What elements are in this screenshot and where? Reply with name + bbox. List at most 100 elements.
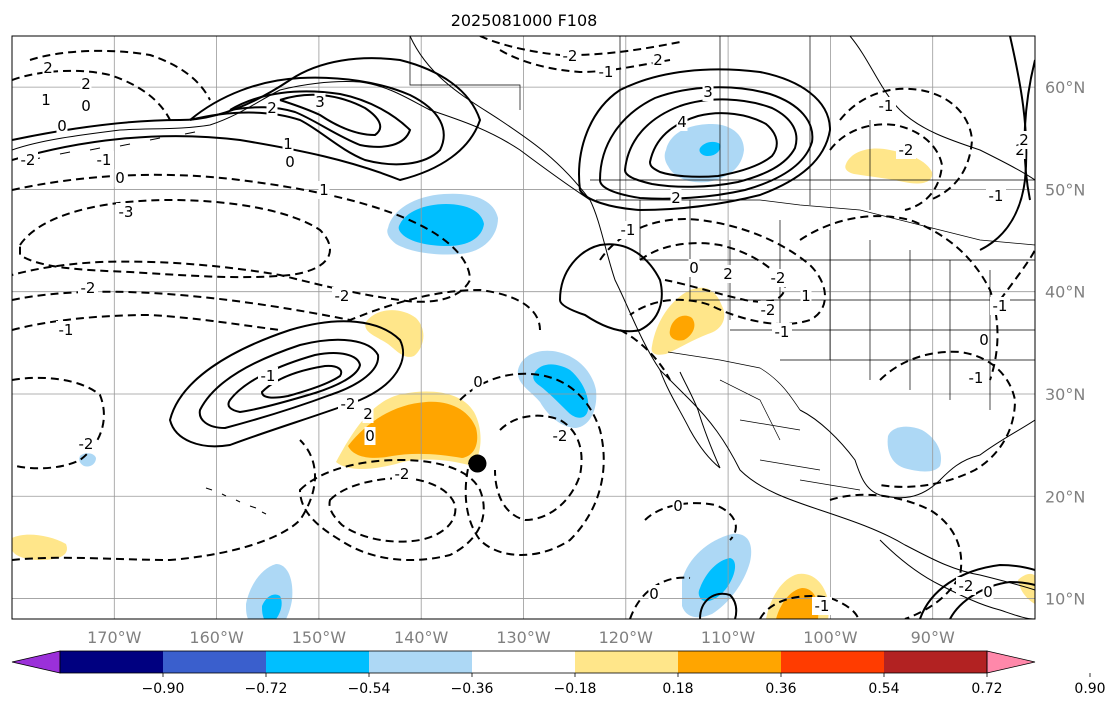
positive-contour xyxy=(699,592,738,619)
shade-negative-mid xyxy=(533,364,589,418)
contour-label: -2 xyxy=(563,47,578,65)
contours xyxy=(12,36,1035,619)
contour-label: -2 xyxy=(959,577,974,595)
positive-contour xyxy=(1023,59,1035,201)
shade-negative-mid xyxy=(699,141,721,156)
contour-label: 3 xyxy=(703,83,713,101)
negative-contour xyxy=(644,502,737,541)
longitude-label: 100°W xyxy=(803,628,858,647)
contour-label: -2 xyxy=(21,151,36,169)
contour-label-bg xyxy=(876,97,896,115)
mexico-state-lines xyxy=(719,379,861,491)
positive-contour xyxy=(229,90,412,148)
contour-label: -2 xyxy=(81,279,96,297)
contour-label-bg xyxy=(672,497,684,515)
shade-positive-light xyxy=(1018,573,1035,604)
contour-label: 1 xyxy=(283,135,293,153)
positive-contour xyxy=(189,76,445,166)
positive-contour xyxy=(260,364,343,399)
contour-label: -2 xyxy=(899,141,914,159)
contour-label: 2 xyxy=(363,405,373,423)
negative-contour xyxy=(29,49,211,101)
contour-label: -1 xyxy=(993,297,1008,315)
colorbar-segment xyxy=(678,651,782,673)
positive-contours xyxy=(12,36,1035,619)
contour-label-bg xyxy=(772,323,792,341)
negative-contour xyxy=(459,372,605,556)
longitude-label: 130°W xyxy=(496,628,551,647)
graticule xyxy=(12,36,1035,619)
longitude-labels: 170°W 160°W 150°W 140°W 130°W 120°W 110°W 100°W… xyxy=(87,628,955,647)
longitude-label: 140°W xyxy=(394,628,449,647)
contour-label: 0 xyxy=(81,97,91,115)
colorbar-tick-label: 0.36 xyxy=(765,681,796,697)
negative-contour xyxy=(499,49,671,74)
colorbar-segment xyxy=(884,651,988,673)
longitude-label: 90°W xyxy=(911,628,955,647)
contour-label-bg xyxy=(42,59,54,77)
contour-label-bg xyxy=(990,297,1010,315)
contour-label: 2 xyxy=(1019,131,1029,149)
contour-label-bg xyxy=(80,75,92,93)
contour-label: -1 xyxy=(621,221,636,239)
contour-label-bg xyxy=(758,301,778,319)
colorbar-frame xyxy=(59,650,988,674)
contour-label-bg xyxy=(116,203,136,221)
contour-label-bg xyxy=(722,265,734,283)
contour-label-bg xyxy=(114,169,126,187)
contour-label: 0 xyxy=(673,497,683,515)
negative-contour xyxy=(829,493,963,619)
contour-label-bg xyxy=(670,189,682,207)
contour-label: 0 xyxy=(689,259,699,277)
contour-label-bg xyxy=(40,91,52,109)
negative-contour xyxy=(599,218,826,326)
colorbar-tick-label: −0.54 xyxy=(348,681,391,697)
longitude-label: 120°W xyxy=(599,628,654,647)
contour-label-bg xyxy=(768,269,788,287)
contour-label-bg xyxy=(1014,141,1026,159)
colorbar-segment xyxy=(472,651,576,673)
contour-label: -1 xyxy=(59,321,74,339)
shade-negative-mid xyxy=(262,594,282,619)
colorbar-tick-label: −0.36 xyxy=(451,681,494,697)
negative-contour xyxy=(829,123,944,211)
central-america-coast xyxy=(879,539,1035,619)
hawaiian-islands xyxy=(205,487,267,515)
positive-contour xyxy=(168,320,405,448)
colorbar-extend-low xyxy=(11,650,61,674)
contour-label-bg xyxy=(284,153,296,171)
colorbar-tick-label: 0.90 xyxy=(1074,681,1105,697)
location-marker xyxy=(468,454,487,473)
contour-label: -1 xyxy=(989,187,1004,205)
negative-contour xyxy=(879,350,1017,488)
positive-contour xyxy=(578,68,832,212)
colorbar-segment xyxy=(781,651,885,673)
colorbar-segment xyxy=(369,651,473,673)
latitude-label: 60°N xyxy=(1045,78,1085,97)
negative-contour xyxy=(799,215,999,381)
shade-positive-mid xyxy=(669,315,695,341)
contour-label-bg xyxy=(338,395,358,413)
alaska-canada-border xyxy=(409,36,521,110)
longitude-label: 160°W xyxy=(189,628,244,647)
contour-label: -2 xyxy=(395,465,410,483)
gulf-of-mexico-coast xyxy=(799,409,1035,499)
contour-label: -1 xyxy=(815,597,830,615)
negative-contour xyxy=(839,87,974,201)
contour-label: 2 xyxy=(267,99,277,117)
colorbar-tick-label: −0.90 xyxy=(142,681,185,697)
positive-contour xyxy=(623,98,798,188)
contour-label: 0 xyxy=(983,583,993,601)
negative-contour xyxy=(12,173,472,303)
longitude-label: 110°W xyxy=(701,628,756,647)
contour-label-bg xyxy=(392,465,412,483)
contour-label-bg xyxy=(362,405,374,423)
latitude-labels: 60°N 50°N 40°N 30°N 20°N 10°N xyxy=(1045,78,1085,608)
coastlines xyxy=(12,36,1035,619)
negative-contour xyxy=(19,198,331,279)
contour-label-bg xyxy=(800,287,812,305)
shade-negative-light xyxy=(887,426,942,472)
contour-label-bg xyxy=(550,427,570,445)
contour-label-bg xyxy=(314,93,326,111)
